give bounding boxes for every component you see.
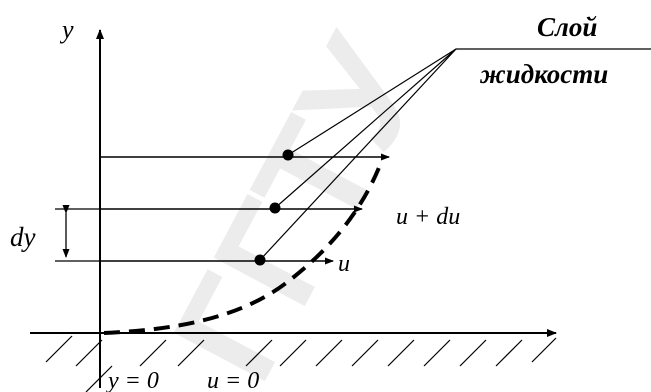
layer-dot-top	[282, 149, 294, 161]
u-label: u	[338, 251, 350, 277]
layer-dot-bottom	[254, 254, 266, 266]
y-zero-label: y = 0	[106, 368, 159, 392]
layer-label-line1: Слой	[537, 12, 597, 42]
svg-text:ГГТУ: ГГТУ	[140, 11, 456, 392]
u-plus-du-label: u + du	[396, 204, 460, 230]
layer-dot-middle	[269, 202, 281, 214]
dy-label: dy	[10, 222, 36, 252]
layer-leader-lines	[259, 48, 651, 261]
layer-label-line2: жидкости	[479, 59, 608, 89]
velocity-profile-curve	[103, 159, 384, 335]
watermark: ГГТУ	[140, 11, 456, 392]
u-zero-label: u = 0	[207, 368, 259, 392]
y-axis-label: y	[59, 15, 74, 44]
